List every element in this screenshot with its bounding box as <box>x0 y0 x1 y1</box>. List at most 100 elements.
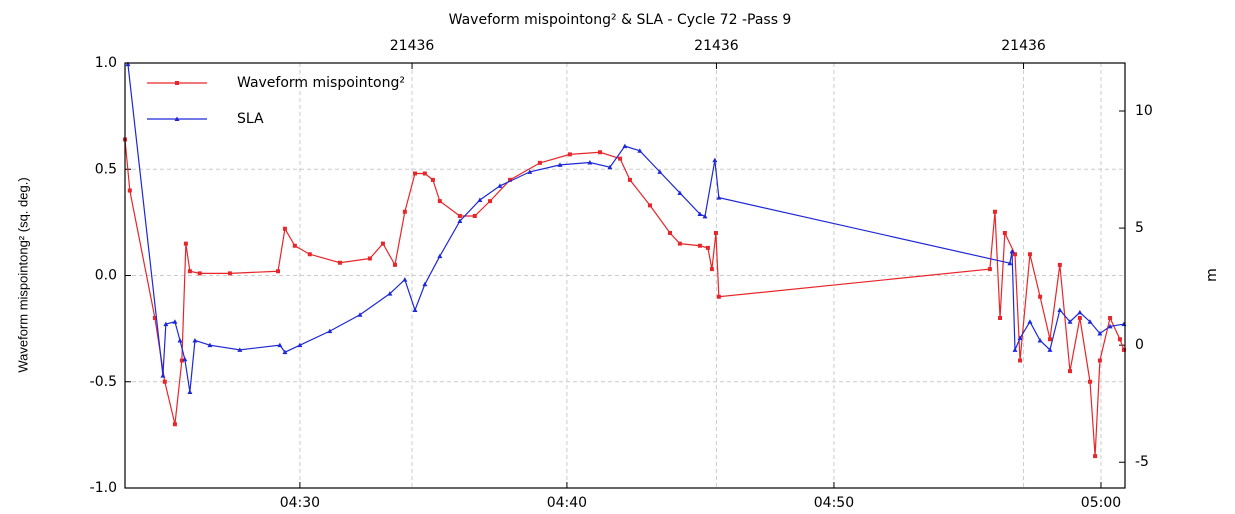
point <box>477 197 483 202</box>
x-tick-label: 04:30 <box>280 495 320 511</box>
point <box>163 321 169 327</box>
point <box>1077 316 1082 320</box>
point <box>172 319 178 324</box>
point <box>430 177 435 182</box>
point <box>677 190 683 195</box>
point <box>697 211 703 217</box>
y2-tick-label: 10 <box>1135 103 1153 119</box>
point <box>709 267 714 272</box>
series-line <box>124 139 1125 457</box>
point <box>1097 358 1102 363</box>
point <box>1012 252 1017 257</box>
point <box>618 156 623 161</box>
point <box>437 253 443 259</box>
series-line <box>127 64 1125 393</box>
point <box>508 177 513 182</box>
point <box>992 209 997 214</box>
legend-marker <box>175 81 179 85</box>
point <box>367 256 372 261</box>
point <box>667 231 672 235</box>
point <box>172 422 177 427</box>
x-tick-label: 04:50 <box>814 495 854 511</box>
point <box>227 271 232 276</box>
point <box>998 316 1003 320</box>
legend-marker <box>174 116 180 121</box>
x2-tick-label: 21436 <box>1001 38 1046 54</box>
x-tick-label: 05:00 <box>1081 495 1121 511</box>
point <box>179 358 184 363</box>
plot-frame <box>124 62 1126 489</box>
point <box>705 245 710 250</box>
point <box>402 209 407 214</box>
point <box>1037 337 1043 343</box>
point <box>987 267 992 272</box>
point <box>622 143 628 149</box>
point <box>1093 454 1098 459</box>
point <box>1088 379 1093 384</box>
point <box>697 243 702 248</box>
point <box>277 342 283 348</box>
point <box>677 241 682 246</box>
point <box>537 160 542 165</box>
point <box>187 269 192 274</box>
point <box>457 214 462 218</box>
point <box>1047 337 1052 342</box>
point <box>1018 358 1023 363</box>
point <box>1027 319 1033 324</box>
y2-tick-label: 0 <box>1135 337 1144 353</box>
point <box>276 269 281 274</box>
point <box>1121 347 1126 352</box>
point <box>1057 307 1063 313</box>
point <box>1002 231 1007 235</box>
point <box>598 150 603 155</box>
point <box>337 260 342 265</box>
y2-tick-label: 5 <box>1135 220 1144 236</box>
point <box>1077 309 1083 315</box>
point <box>1007 260 1013 266</box>
point <box>1017 335 1023 341</box>
point <box>1012 347 1018 352</box>
point <box>713 231 718 235</box>
point <box>716 195 722 200</box>
point <box>457 218 463 224</box>
point <box>292 243 297 248</box>
x2-tick-label: 21436 <box>390 38 435 54</box>
point <box>1067 369 1072 374</box>
point <box>587 160 593 165</box>
point <box>1087 319 1093 324</box>
point <box>437 199 442 204</box>
y2-tick-label: -5 <box>1135 454 1149 470</box>
point <box>197 271 202 276</box>
y-tick-label: 0.5 <box>95 161 117 177</box>
y-axis-label: Waveform mispointong² (sq. deg.) <box>15 177 30 372</box>
point <box>192 337 198 343</box>
point <box>1117 337 1122 342</box>
point <box>125 61 131 67</box>
point <box>187 389 193 394</box>
point <box>488 199 493 204</box>
point <box>637 148 643 153</box>
point <box>1009 248 1015 254</box>
legend-label: Waveform mispointong² <box>237 75 405 91</box>
point <box>567 152 572 157</box>
point <box>182 356 188 362</box>
point <box>207 342 213 348</box>
x-tick-label: 04:40 <box>547 495 587 511</box>
chart-title: Waveform mispointong² & SLA - Cycle 72 -… <box>449 12 792 28</box>
point <box>357 312 363 317</box>
point <box>1067 319 1073 324</box>
point <box>1107 323 1113 329</box>
point <box>402 277 408 282</box>
point <box>472 214 477 218</box>
point <box>183 241 188 246</box>
point <box>387 291 393 296</box>
point <box>1108 316 1113 320</box>
point <box>282 226 287 231</box>
point <box>237 347 243 352</box>
point <box>657 169 663 174</box>
point <box>152 316 157 320</box>
point <box>160 373 166 378</box>
point <box>1097 330 1103 336</box>
point <box>297 342 303 348</box>
